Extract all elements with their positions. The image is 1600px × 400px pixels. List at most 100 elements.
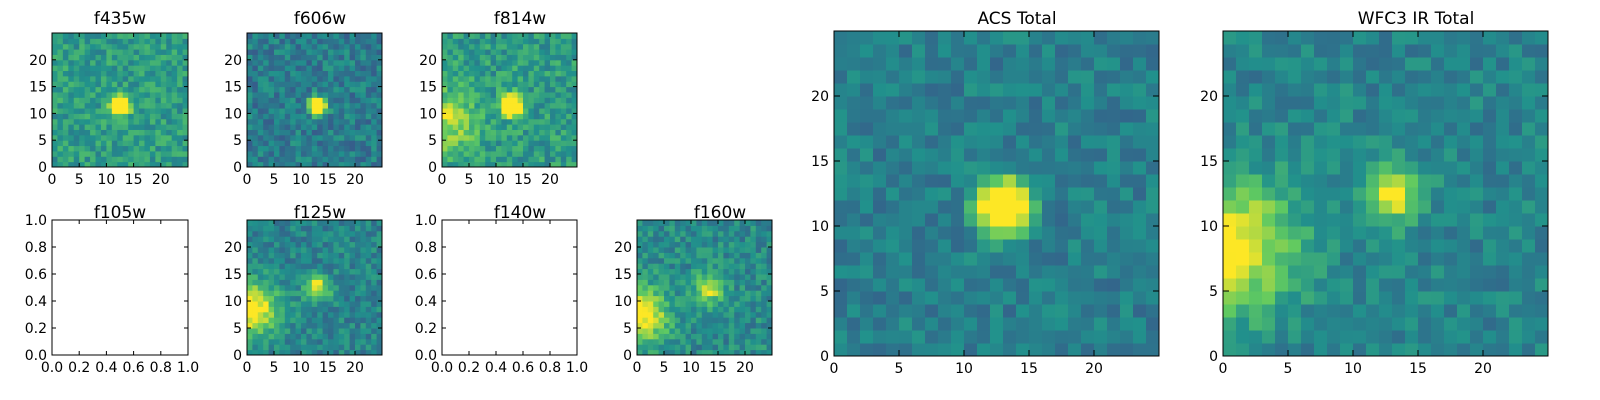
heatmap-cell <box>68 54 75 61</box>
heatmap-cell <box>750 252 757 259</box>
heatmap-cell <box>696 290 703 297</box>
heatmap-cell <box>1509 239 1523 253</box>
heatmap-cell <box>1107 200 1121 214</box>
heatmap-cell <box>365 97 372 104</box>
heatmap-cell <box>1327 317 1341 331</box>
heatmap-cell <box>566 118 573 125</box>
heatmap-cell <box>73 59 80 66</box>
heatmap-cell <box>1107 31 1121 45</box>
heatmap-cell <box>745 263 751 270</box>
heatmap-cell <box>490 43 497 50</box>
heatmap-cell <box>739 225 746 232</box>
heatmap-cell <box>463 43 470 50</box>
heatmap-cell <box>723 230 730 237</box>
heatmap-cell <box>338 150 345 157</box>
heatmap-cell <box>485 43 492 50</box>
heatmap-cell <box>1288 187 1302 201</box>
heatmap-cell <box>664 279 670 286</box>
heatmap-cell <box>263 70 270 77</box>
heatmap-cell <box>750 295 757 302</box>
heatmap-cell <box>160 75 167 82</box>
heatmap-cell <box>1418 239 1432 253</box>
heatmap-cell <box>1327 148 1341 162</box>
heatmap-cell <box>301 86 307 93</box>
heatmap-cell <box>664 333 670 340</box>
heatmap-cell <box>311 145 318 152</box>
heatmap-cell <box>1133 291 1147 305</box>
heatmap-cell <box>1055 174 1069 188</box>
heatmap-cell <box>90 70 97 77</box>
heatmap-cell <box>177 113 184 120</box>
heatmap-cell <box>376 268 383 275</box>
heatmap-cell <box>349 284 356 291</box>
heatmap-cell <box>707 306 714 313</box>
heatmap-cell <box>1509 122 1523 136</box>
heatmap-cell <box>68 108 75 114</box>
heatmap-cell <box>1288 252 1302 266</box>
heatmap-cell <box>1509 278 1523 292</box>
heatmap-cell <box>517 33 524 39</box>
heatmap-cell <box>133 113 140 120</box>
heatmap-cell <box>707 252 714 259</box>
heatmap-cell <box>912 109 926 123</box>
heatmap-cell <box>696 241 703 248</box>
heatmap-cell <box>1288 213 1302 227</box>
heatmap-cell <box>73 54 80 61</box>
heatmap-cell <box>149 70 156 77</box>
heatmap-cell <box>1457 187 1471 201</box>
heatmap-cell <box>886 96 900 110</box>
heatmap-cell <box>1314 265 1328 279</box>
heatmap-cell <box>306 284 313 291</box>
x-tick-label: 0.2 <box>68 360 90 376</box>
heatmap-cell <box>544 156 551 163</box>
heatmap-cell <box>284 134 291 141</box>
heatmap-cell <box>755 311 762 318</box>
heatmap-cell <box>160 91 167 98</box>
heatmap-cell <box>550 102 556 109</box>
heatmap-cell <box>306 145 313 152</box>
heatmap-cell <box>539 113 546 120</box>
heatmap-cell <box>128 81 135 88</box>
heatmap-cell <box>149 43 156 50</box>
heatmap-cell <box>1366 226 1380 240</box>
heatmap-cell <box>1522 96 1536 110</box>
heatmap-cell <box>365 328 372 334</box>
heatmap-cell <box>745 328 751 334</box>
heatmap-cell <box>1392 200 1406 214</box>
heatmap-cell <box>1405 291 1419 305</box>
heatmap-cell <box>458 91 465 98</box>
heatmap-cell <box>160 134 167 141</box>
heatmap-cell <box>376 43 383 50</box>
heatmap-cell <box>1094 122 1108 136</box>
heatmap-cell <box>371 328 378 334</box>
heatmap-cell <box>669 257 676 264</box>
heatmap-cell <box>951 187 965 201</box>
heatmap-cell <box>739 295 746 302</box>
heatmap-cell <box>680 225 687 232</box>
heatmap-cell <box>306 349 313 356</box>
heatmap-cell <box>1146 343 1160 357</box>
heatmap-cell <box>139 134 145 141</box>
heatmap-cell <box>317 81 324 88</box>
heatmap-cell <box>117 91 124 98</box>
heatmap-cell <box>718 241 724 248</box>
heatmap-cell <box>490 134 497 141</box>
heatmap-cell <box>263 317 270 324</box>
heatmap-cell <box>1042 83 1056 97</box>
heatmap-cell <box>57 81 64 88</box>
heatmap-cell <box>263 268 270 275</box>
heatmap-cell <box>1016 70 1030 84</box>
heatmap-cell <box>360 113 367 120</box>
heatmap-cell <box>761 268 768 275</box>
heatmap-cell <box>306 102 313 109</box>
heatmap-cell <box>268 333 275 340</box>
heatmap-cell <box>701 225 708 232</box>
heatmap-cell <box>496 49 502 55</box>
heatmap-cell <box>160 124 167 130</box>
heatmap-cell <box>274 328 280 334</box>
heatmap-cell <box>1301 252 1315 266</box>
heatmap-cell <box>674 230 681 237</box>
heatmap-cell <box>469 124 475 130</box>
heatmap-cell <box>247 38 253 45</box>
heatmap-cell <box>160 38 167 45</box>
